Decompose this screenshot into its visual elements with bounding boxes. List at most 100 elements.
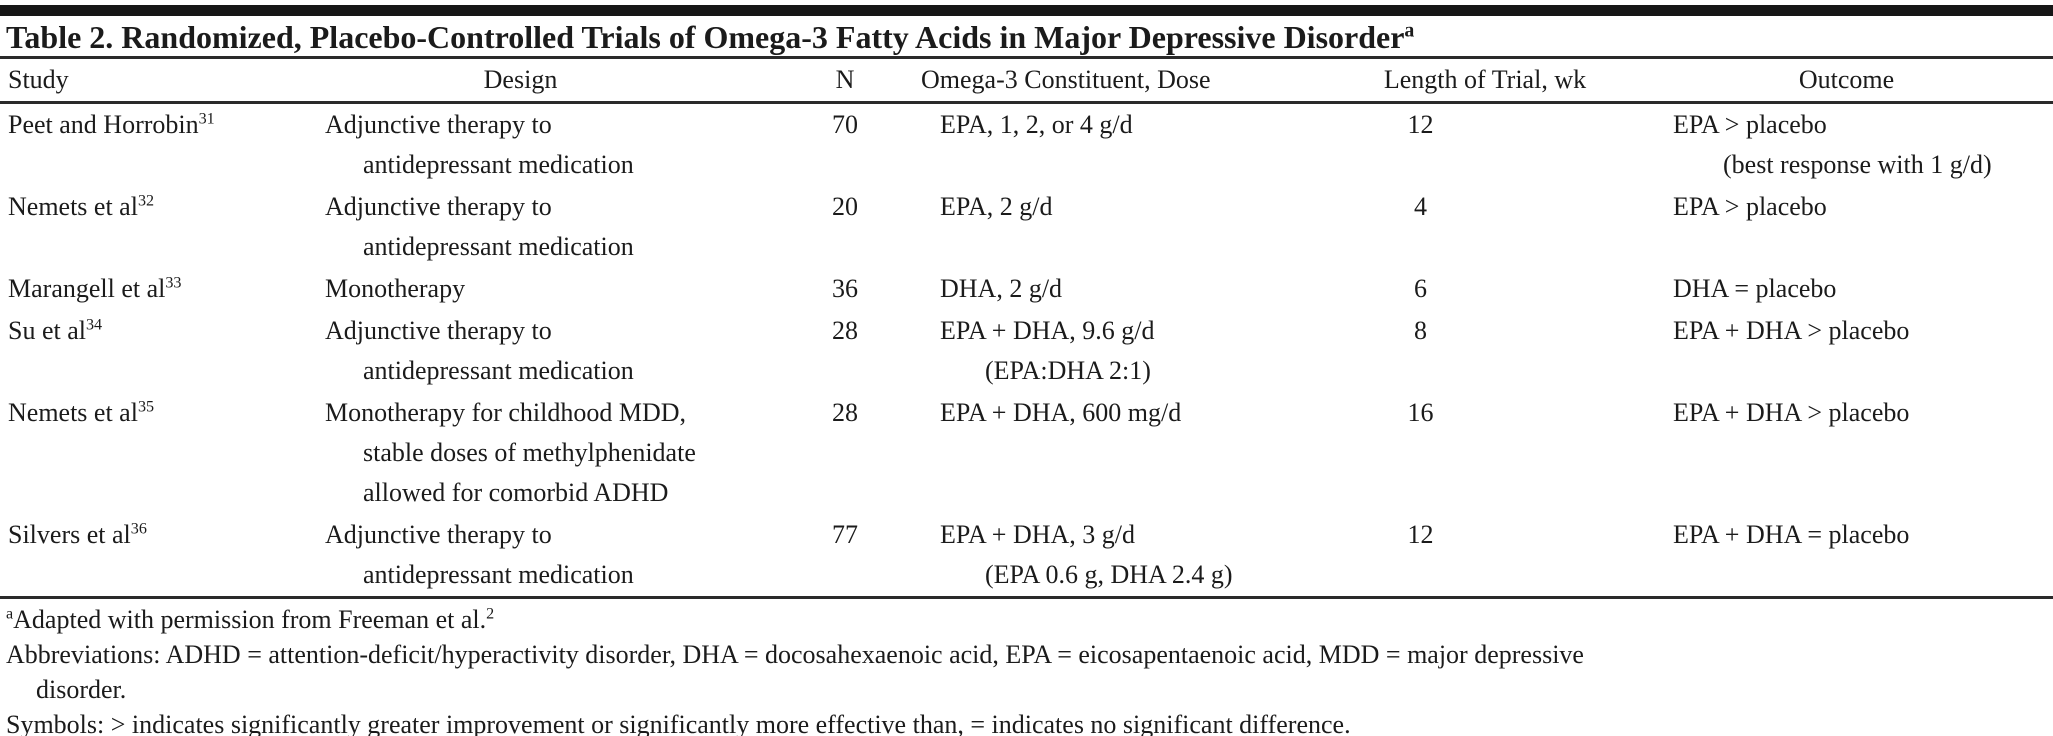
dose-cell: EPA, 2 g/d bbox=[920, 186, 1330, 268]
table-row-su: Su et al34 Adjunctive therapy to antidep… bbox=[0, 310, 2053, 392]
col-header-design: Design bbox=[315, 59, 770, 104]
citation-superscript: 31 bbox=[198, 110, 215, 128]
outcome-cell: EPA + DHA > placebo bbox=[1640, 310, 2053, 392]
length-cell: 6 bbox=[1414, 274, 1427, 303]
dose-cell: EPA + DHA, 600 mg/d bbox=[920, 392, 1330, 514]
table-row-peet-horrobin: Peet and Horrobin31 Adjunctive therapy t… bbox=[0, 103, 2053, 187]
citation-superscript: 33 bbox=[165, 274, 182, 292]
design-line: antidepressant medication bbox=[363, 150, 634, 179]
study-cell: Peet and Horrobin31 bbox=[0, 103, 315, 187]
table-row-nemets-35: Nemets et al35 Monotherapy for childhood… bbox=[0, 392, 2053, 514]
length-cell: 12 bbox=[1330, 514, 1640, 599]
design-cell: Adjunctive therapy to antidepressant med… bbox=[315, 103, 770, 187]
table-row-marangell: Marangell et al33 Monotherapy 36 DHA, 2 … bbox=[0, 268, 2053, 310]
citation-superscript: 36 bbox=[130, 520, 147, 538]
length-cell: 12 bbox=[1407, 110, 1434, 139]
outcome-cell: EPA > placebo bbox=[1640, 186, 2053, 268]
design-line: Adjunctive therapy to bbox=[325, 520, 552, 549]
outcome-line: EPA + DHA = placebo bbox=[1673, 520, 1910, 549]
study-name: Su et al bbox=[8, 316, 86, 345]
citation-superscript: 34 bbox=[86, 316, 103, 334]
table-footnotes: aAdapted with permission from Freeman et… bbox=[0, 599, 2006, 736]
dose-cell: EPA + DHA, 3 g/d (EPA 0.6 g, DHA 2.4 g) bbox=[920, 514, 1330, 599]
table-title-text: Table 2. Randomized, Placebo-Controlled … bbox=[6, 19, 1405, 55]
table-row-nemets-32: Nemets et al32 Adjunctive therapy to ant… bbox=[0, 186, 2053, 268]
n-cell: 28 bbox=[832, 316, 858, 345]
design-line: antidepressant medication bbox=[363, 356, 634, 385]
col-header-study: Study bbox=[0, 59, 315, 104]
length-cell: 4 bbox=[1414, 192, 1427, 221]
study-cell: Su et al34 bbox=[0, 310, 315, 392]
dose-line: EPA + DHA, 9.6 g/d bbox=[940, 316, 1155, 345]
outcome-line: EPA + DHA > placebo bbox=[1673, 316, 1910, 345]
outcome-cell: EPA > placebo (best response with 1 g/d) bbox=[1640, 103, 2053, 187]
dose-cell: EPA, 1, 2, or 4 g/d bbox=[920, 103, 1330, 187]
outcome-line: EPA > placebo bbox=[1673, 110, 1827, 139]
design-cell: Adjunctive therapy to antidepressant med… bbox=[315, 186, 770, 268]
n-cell: 20 bbox=[832, 192, 858, 221]
outcome-cell: EPA + DHA > placebo bbox=[1640, 392, 2053, 514]
study-name: Nemets et al bbox=[8, 192, 138, 221]
footnote-abbreviations: Abbreviations: ADHD = attention-deficit/… bbox=[6, 637, 2006, 707]
citation-superscript: 32 bbox=[137, 192, 155, 210]
study-name: Nemets et al bbox=[8, 398, 138, 427]
top-rule bbox=[0, 5, 2053, 16]
outcome-cell: DHA = placebo bbox=[1640, 268, 2053, 310]
outcome-cell: EPA + DHA = placebo bbox=[1640, 514, 2053, 599]
citation-superscript: 35 bbox=[137, 398, 155, 416]
outcome-line: EPA + DHA > placebo bbox=[1673, 398, 1910, 427]
design-line: allowed for comorbid ADHD bbox=[363, 478, 669, 507]
study-name: Peet and Horrobin bbox=[8, 110, 199, 139]
dose-line: EPA + DHA, 3 g/d bbox=[940, 520, 1136, 549]
n-cell: 28 bbox=[832, 398, 858, 427]
design-line: Monotherapy bbox=[325, 274, 466, 303]
design-line: Adjunctive therapy to bbox=[325, 192, 552, 221]
study-cell: Nemets et al32 bbox=[0, 186, 315, 268]
table-row-silvers: Silvers et al36 Adjunctive therapy to an… bbox=[0, 514, 2053, 599]
footnote-marker-a: a bbox=[6, 605, 14, 623]
footnote-citation-superscript: 2 bbox=[486, 605, 495, 623]
col-header-outcome: Outcome bbox=[1640, 59, 2053, 104]
design-cell: Adjunctive therapy to antidepressant med… bbox=[315, 514, 770, 599]
design-line: antidepressant medication bbox=[363, 560, 634, 589]
dose-line: EPA, 2 g/d bbox=[940, 192, 1053, 221]
study-name: Marangell et al bbox=[8, 274, 166, 303]
col-header-n: N bbox=[770, 59, 920, 104]
length-cell: 16 bbox=[1407, 398, 1434, 427]
design-line: stable doses of methylphenidate bbox=[363, 438, 696, 467]
outcome-line: (best response with 1 g/d) bbox=[1723, 150, 1992, 179]
design-cell: Monotherapy bbox=[315, 268, 770, 310]
footnote-symbols: Symbols: > indicates significantly great… bbox=[6, 710, 1351, 736]
footnote-adapted-text: Adapted with permission from Freeman et … bbox=[13, 605, 487, 634]
dose-line: (EPA 0.6 g, DHA 2.4 g) bbox=[985, 560, 1233, 589]
n-cell: 36 bbox=[832, 274, 858, 303]
outcome-line: EPA > placebo bbox=[1673, 192, 1827, 221]
design-line: Adjunctive therapy to bbox=[325, 316, 552, 345]
n-cell: 70 bbox=[832, 110, 858, 139]
dose-line: EPA + DHA, 600 mg/d bbox=[940, 398, 1182, 427]
dose-line: EPA, 1, 2, or 4 g/d bbox=[940, 110, 1133, 139]
study-cell: Nemets et al35 bbox=[0, 392, 315, 514]
footnote-adapted: aAdapted with permission from Freeman et… bbox=[6, 602, 2006, 637]
col-header-length: Length of Trial, wk bbox=[1330, 59, 1640, 104]
study-cell: Silvers et al36 bbox=[0, 514, 315, 599]
journal-table-figure: Table 2. Randomized, Placebo-Controlled … bbox=[0, 5, 2053, 736]
footnote-abbreviations-line2: disorder. bbox=[36, 675, 127, 704]
design-line: Adjunctive therapy to bbox=[325, 110, 552, 139]
study-cell: Marangell et al33 bbox=[0, 268, 315, 310]
design-line: Monotherapy for childhood MDD, bbox=[325, 398, 687, 427]
header-row: Study Design N Omega-3 Constituent, Dose… bbox=[0, 59, 2053, 104]
outcome-line: DHA = placebo bbox=[1673, 274, 1837, 303]
design-cell: Monotherapy for childhood MDD, stable do… bbox=[315, 392, 770, 514]
trials-table: Study Design N Omega-3 Constituent, Dose… bbox=[0, 59, 2053, 599]
design-line: antidepressant medication bbox=[363, 232, 634, 261]
footnote-abbreviations-line1: Abbreviations: ADHD = attention-deficit/… bbox=[6, 640, 1584, 669]
dose-line: (EPA:DHA 2:1) bbox=[985, 356, 1151, 385]
dose-cell: DHA, 2 g/d bbox=[920, 268, 1330, 310]
n-cell: 77 bbox=[770, 514, 920, 599]
study-name: Silvers et al bbox=[8, 520, 131, 549]
dose-line: DHA, 2 g/d bbox=[940, 274, 1063, 303]
col-header-dose: Omega-3 Constituent, Dose bbox=[920, 59, 1330, 104]
dose-cell: EPA + DHA, 9.6 g/d (EPA:DHA 2:1) bbox=[920, 310, 1330, 392]
design-cell: Adjunctive therapy to antidepressant med… bbox=[315, 310, 770, 392]
